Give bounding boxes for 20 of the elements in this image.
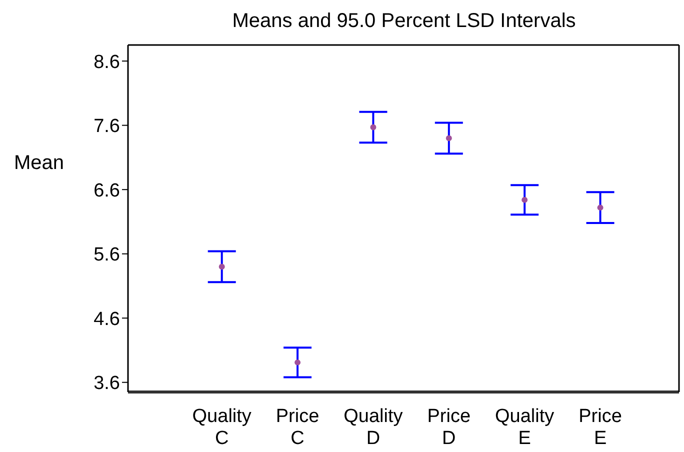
y-tick-label: 6.6	[94, 180, 120, 202]
x-tick-label: Quality E	[495, 406, 555, 449]
point	[370, 124, 376, 130]
point	[522, 196, 528, 203]
x-tick-label: Price E	[578, 406, 622, 449]
y-axis-title: Mean	[14, 152, 64, 175]
y-tick-label: 7.6	[94, 116, 120, 138]
chart-title: Means and 95.0 Percent LSD Intervals	[231, 10, 577, 33]
y-tick-label: 8.6	[94, 52, 120, 73]
x-tick-label: Quality C	[192, 406, 252, 449]
y-tick-label: 4.6	[94, 308, 120, 330]
y-tick-label: 5.6	[94, 244, 120, 266]
point	[597, 204, 604, 211]
point	[294, 359, 301, 366]
x-tick-label: Price C	[276, 406, 320, 449]
x-tick-label: Price D	[427, 406, 471, 449]
point	[218, 264, 225, 270]
x-tick-label: Quality D	[344, 406, 404, 449]
point	[446, 135, 452, 142]
y-tick-label: 3.6	[94, 373, 120, 394]
